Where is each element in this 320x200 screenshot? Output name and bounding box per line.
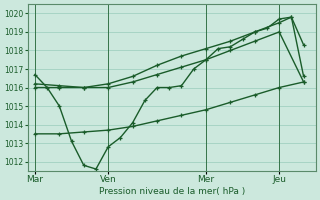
X-axis label: Pression niveau de la mer( hPa ): Pression niveau de la mer( hPa ) [99,187,245,196]
